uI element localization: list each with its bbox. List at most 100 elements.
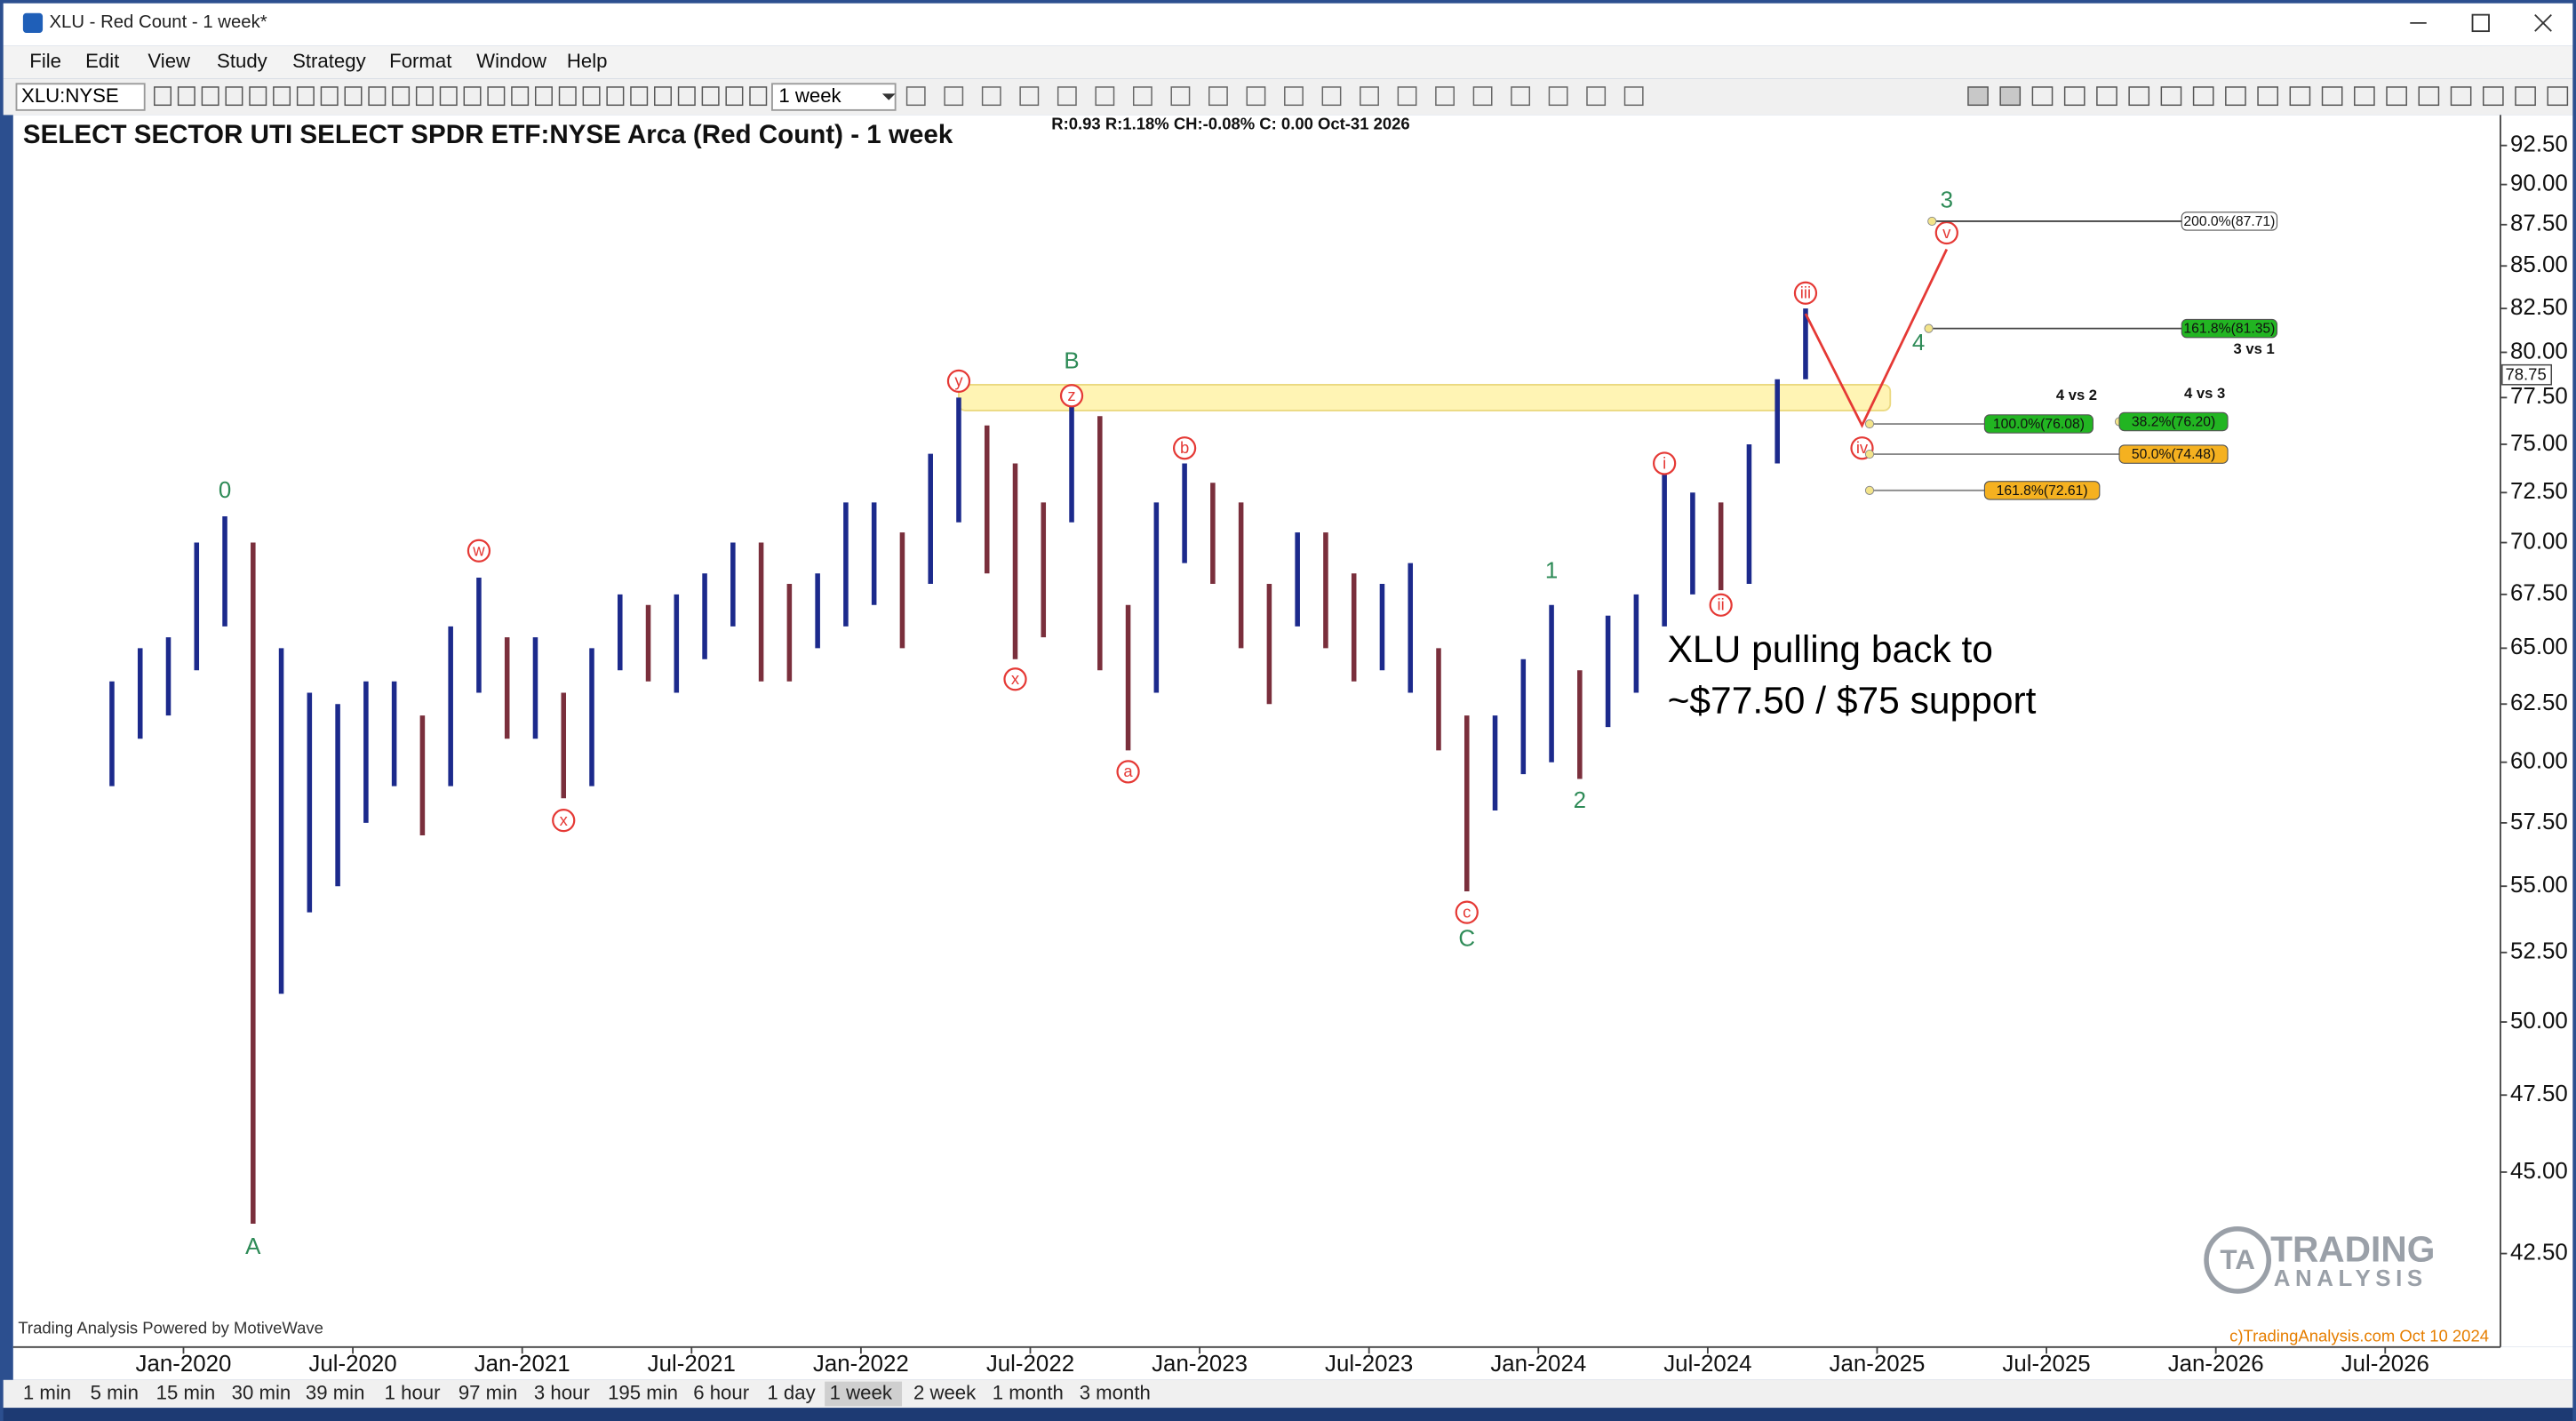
tool-icon[interactable] — [439, 86, 458, 107]
timeframe[interactable]: 6 hour — [693, 1381, 749, 1403]
timeframe[interactable]: 1 week — [830, 1381, 893, 1403]
tool-icon[interactable] — [749, 86, 768, 107]
fib-box — [1983, 414, 2093, 434]
symbol-box[interactable] — [15, 83, 146, 111]
timeframe[interactable]: 3 hour — [534, 1381, 590, 1403]
close-button[interactable] — [2534, 13, 2552, 32]
tool-icon[interactable] — [701, 86, 720, 107]
tool-icon[interactable] — [2289, 86, 2311, 107]
timeframe[interactable]: 5 min — [91, 1381, 139, 1403]
menu-item[interactable]: View — [148, 50, 191, 72]
timeframe[interactable]: 1 month — [993, 1381, 1064, 1403]
timeframe[interactable]: 2 week — [913, 1381, 977, 1403]
tool-icon[interactable] — [1019, 86, 1040, 107]
x-tick-label: Jul-2020 — [308, 1352, 396, 1377]
timeframe[interactable]: 1 hour — [385, 1381, 441, 1403]
tool-icon[interactable] — [1360, 86, 1379, 107]
tool-icon[interactable] — [1511, 86, 1531, 107]
tool-icon[interactable] — [2386, 86, 2407, 107]
tool-icon[interactable] — [582, 86, 601, 107]
tool-icon[interactable] — [1623, 86, 1644, 107]
tool-icon[interactable] — [2418, 86, 2440, 107]
tool-icon[interactable] — [1321, 86, 1342, 107]
tool-icon[interactable] — [944, 86, 964, 107]
timeframe[interactable]: 1 min — [23, 1381, 71, 1403]
menu-item[interactable]: Study — [217, 50, 268, 72]
tool-icon[interactable] — [1472, 86, 1493, 107]
tool-icon[interactable] — [1057, 86, 1077, 107]
tool-icon[interactable] — [1208, 86, 1228, 107]
tool-icon[interactable] — [344, 86, 363, 107]
tool-icon[interactable] — [2096, 86, 2117, 107]
menu-item[interactable]: Strategy — [292, 50, 366, 72]
menu-item[interactable]: Window — [476, 50, 547, 72]
tool-icon[interactable] — [2450, 86, 2472, 107]
tool-icon[interactable] — [2031, 86, 2054, 107]
wave-label: 1 — [1545, 559, 1558, 584]
tool-icon[interactable] — [177, 86, 195, 107]
tool-icon[interactable] — [1999, 86, 2022, 107]
tool-icon[interactable] — [2160, 86, 2182, 107]
timeframe[interactable]: 97 min — [459, 1381, 518, 1403]
tool-icon[interactable] — [677, 86, 696, 107]
tool-icon[interactable] — [981, 86, 1001, 107]
interval-box[interactable] — [771, 83, 897, 111]
tool-icon[interactable] — [1586, 86, 1607, 107]
tool-icon[interactable] — [2321, 86, 2343, 107]
fib-label: 161.8%(81.35) — [2183, 322, 2275, 337]
tool-icon[interactable] — [2128, 86, 2150, 107]
wave-label: B — [1064, 348, 1079, 373]
tool-icon[interactable] — [1548, 86, 1568, 107]
tool-icon[interactable] — [905, 86, 926, 107]
timeframe[interactable]: 1 day — [767, 1381, 816, 1403]
tool-icon[interactable] — [1397, 86, 1417, 107]
tool-icon[interactable] — [2482, 86, 2504, 107]
tool-icon[interactable] — [654, 86, 672, 107]
tool-icon[interactable] — [2192, 86, 2214, 107]
tool-icon[interactable] — [1095, 86, 1115, 107]
tool-icon[interactable] — [1435, 86, 1455, 107]
tool-icon[interactable] — [225, 86, 243, 107]
tool-icon[interactable] — [201, 86, 219, 107]
tool-icon[interactable] — [2257, 86, 2278, 107]
tool-icon[interactable] — [463, 86, 482, 107]
tool-icon[interactable] — [320, 86, 339, 107]
timeframe[interactable]: 30 min — [232, 1381, 291, 1403]
tool-icon[interactable] — [154, 86, 172, 107]
tool-icon[interactable] — [1967, 86, 1989, 107]
tool-icon[interactable] — [630, 86, 649, 107]
tool-icon[interactable] — [368, 86, 387, 107]
tool-icon[interactable] — [2515, 86, 2536, 107]
tool-icon[interactable] — [534, 86, 553, 107]
timeframe[interactable]: 39 min — [306, 1381, 365, 1403]
tool-icon[interactable] — [2354, 86, 2375, 107]
tool-icon[interactable] — [392, 86, 411, 107]
timeframe[interactable]: 15 min — [156, 1381, 216, 1403]
tool-icon[interactable] — [2547, 86, 2569, 107]
tool-icon[interactable] — [296, 86, 315, 107]
tool-icon[interactable] — [249, 86, 267, 107]
x-tick-label: Jan-2023 — [1152, 1352, 1248, 1377]
maximize-button[interactable] — [2471, 13, 2490, 33]
wave-circle — [1172, 436, 1197, 460]
tool-icon[interactable] — [1132, 86, 1152, 107]
tool-icon[interactable] — [273, 86, 291, 107]
menu-item[interactable]: File — [29, 50, 61, 72]
tool-icon[interactable] — [511, 86, 530, 107]
tool-icon[interactable] — [606, 86, 625, 107]
menu-item[interactable]: Edit — [85, 50, 119, 72]
timeframe[interactable]: 195 min — [608, 1381, 678, 1403]
tool-icon[interactable] — [1246, 86, 1266, 107]
tool-icon[interactable] — [1170, 86, 1191, 107]
tool-icon[interactable] — [558, 86, 577, 107]
y-tick-label: 70.00 — [2510, 529, 2568, 554]
tool-icon[interactable] — [725, 86, 744, 107]
menu-item[interactable]: Help — [567, 50, 608, 72]
tool-icon[interactable] — [415, 86, 434, 107]
timeframe[interactable]: 3 month — [1080, 1381, 1151, 1403]
tool-icon[interactable] — [487, 86, 506, 107]
tool-icon[interactable] — [1284, 86, 1304, 107]
tool-icon[interactable] — [2225, 86, 2246, 107]
menu-item[interactable]: Format — [389, 50, 451, 72]
tool-icon[interactable] — [2063, 86, 2086, 107]
